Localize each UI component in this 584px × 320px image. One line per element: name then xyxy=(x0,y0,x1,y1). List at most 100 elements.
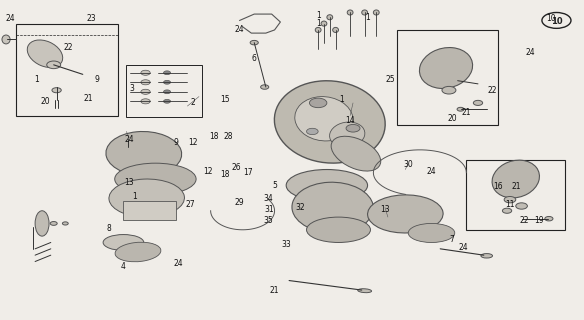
Text: 12: 12 xyxy=(189,138,198,147)
Text: 24: 24 xyxy=(235,25,245,35)
Bar xyxy=(467,160,565,230)
Text: 20: 20 xyxy=(40,97,50,106)
Bar xyxy=(126,65,202,117)
Text: 1: 1 xyxy=(339,95,344,104)
Circle shape xyxy=(141,80,150,85)
Circle shape xyxy=(250,40,258,45)
Text: 18: 18 xyxy=(220,170,230,179)
Text: 33: 33 xyxy=(281,240,291,249)
Circle shape xyxy=(474,100,482,105)
Circle shape xyxy=(457,107,464,111)
Circle shape xyxy=(516,203,527,209)
Text: 10: 10 xyxy=(551,17,562,26)
Text: 13: 13 xyxy=(124,178,134,187)
Text: 17: 17 xyxy=(244,168,253,177)
Text: 1: 1 xyxy=(316,19,321,28)
Ellipse shape xyxy=(492,160,540,198)
Text: 31: 31 xyxy=(264,205,273,214)
Circle shape xyxy=(442,86,456,94)
Circle shape xyxy=(164,90,171,94)
Ellipse shape xyxy=(307,217,370,243)
Text: 19: 19 xyxy=(534,216,544,225)
Text: 10: 10 xyxy=(546,14,555,23)
Text: 23: 23 xyxy=(86,14,96,23)
Text: 13: 13 xyxy=(380,205,390,214)
Text: 1: 1 xyxy=(133,192,137,201)
Text: 24: 24 xyxy=(174,259,183,268)
Text: 34: 34 xyxy=(264,194,274,203)
Text: 1: 1 xyxy=(365,13,370,22)
Text: 9: 9 xyxy=(95,75,100,84)
Ellipse shape xyxy=(315,28,321,32)
Circle shape xyxy=(164,100,171,103)
Text: 11: 11 xyxy=(505,200,515,209)
Bar xyxy=(16,24,117,116)
Circle shape xyxy=(164,80,171,84)
Ellipse shape xyxy=(106,132,182,176)
Ellipse shape xyxy=(103,235,144,251)
Text: 24: 24 xyxy=(458,243,468,252)
Text: 4: 4 xyxy=(121,262,126,271)
Text: 24: 24 xyxy=(427,167,436,176)
Ellipse shape xyxy=(347,10,353,15)
Ellipse shape xyxy=(286,170,367,201)
Ellipse shape xyxy=(331,136,381,171)
Ellipse shape xyxy=(27,40,62,68)
Text: 5: 5 xyxy=(272,181,277,190)
Circle shape xyxy=(52,88,61,93)
Circle shape xyxy=(141,70,150,75)
Text: 7: 7 xyxy=(450,235,454,244)
Ellipse shape xyxy=(2,35,10,44)
Text: 1: 1 xyxy=(34,75,39,84)
Text: 3: 3 xyxy=(130,84,134,93)
Ellipse shape xyxy=(115,242,161,262)
Text: 9: 9 xyxy=(173,138,178,147)
Ellipse shape xyxy=(274,81,385,163)
Text: 26: 26 xyxy=(232,164,242,172)
Text: 21: 21 xyxy=(461,108,471,117)
Text: 18: 18 xyxy=(209,132,218,141)
Circle shape xyxy=(164,71,171,75)
Circle shape xyxy=(545,216,553,221)
Ellipse shape xyxy=(321,21,327,26)
Text: 22: 22 xyxy=(488,86,497,95)
Text: 21: 21 xyxy=(511,182,520,191)
Circle shape xyxy=(502,208,512,213)
Ellipse shape xyxy=(419,48,472,88)
Text: 35: 35 xyxy=(264,216,274,225)
Text: 16: 16 xyxy=(493,182,503,191)
Text: 15: 15 xyxy=(220,95,230,104)
Circle shape xyxy=(50,221,57,225)
Bar xyxy=(397,30,498,125)
Ellipse shape xyxy=(373,10,379,15)
Ellipse shape xyxy=(481,253,492,258)
Text: 1: 1 xyxy=(316,11,321,20)
Text: 20: 20 xyxy=(447,114,457,123)
Circle shape xyxy=(62,222,68,225)
Text: 24: 24 xyxy=(124,135,134,144)
Text: 21: 21 xyxy=(84,94,93,103)
Ellipse shape xyxy=(295,97,353,141)
Text: 24: 24 xyxy=(526,48,535,57)
Text: 21: 21 xyxy=(270,285,279,295)
Text: 30: 30 xyxy=(404,160,413,169)
Circle shape xyxy=(141,99,150,104)
Ellipse shape xyxy=(327,15,333,20)
Text: 22: 22 xyxy=(520,216,529,225)
Text: 2: 2 xyxy=(191,99,196,108)
Ellipse shape xyxy=(408,223,455,243)
Circle shape xyxy=(141,89,150,94)
Circle shape xyxy=(307,128,318,135)
Circle shape xyxy=(504,196,516,203)
Ellipse shape xyxy=(114,163,196,195)
Text: 8: 8 xyxy=(106,224,112,233)
Text: 32: 32 xyxy=(296,203,305,212)
Text: 25: 25 xyxy=(386,75,395,84)
Ellipse shape xyxy=(358,289,371,293)
Text: 24: 24 xyxy=(5,14,15,23)
Ellipse shape xyxy=(35,211,49,236)
Ellipse shape xyxy=(109,179,185,217)
Bar xyxy=(123,201,176,220)
Text: 28: 28 xyxy=(223,132,233,141)
Ellipse shape xyxy=(292,182,373,233)
